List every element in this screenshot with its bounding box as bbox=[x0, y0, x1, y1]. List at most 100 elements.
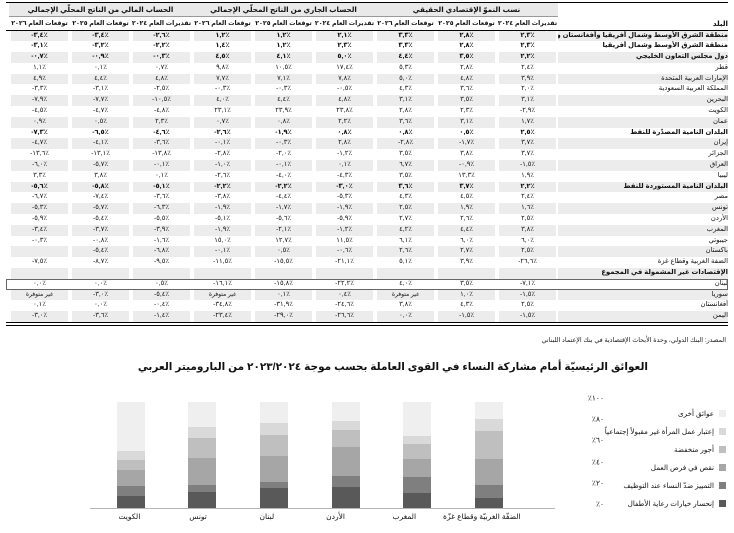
value-cell: -٢,٦٪ bbox=[131, 30, 192, 42]
y-axis-tick: ٨٠٪ bbox=[591, 414, 604, 424]
value-cell: ١١,٥٪ bbox=[336, 236, 353, 244]
bar-segment bbox=[331, 429, 360, 447]
value-cell: -٥,٣٪ bbox=[336, 193, 353, 201]
value-cell: ١,٢٪ bbox=[253, 30, 314, 42]
country-column-header: البلد bbox=[712, 19, 728, 29]
value-cell: -٤,٨٪ bbox=[153, 107, 170, 115]
legend-color-chip bbox=[719, 481, 726, 489]
table-row: ليبيا ١,٩٪ ١٣,٣٪ ٣,٥٪ -٤,٣٪ -٤,٠٪ -٢,٦٪ ٠,١٪ ٣,٨… bbox=[6, 171, 728, 182]
value-cell: ١٠,٥٪ bbox=[275, 63, 292, 71]
stacked-bar bbox=[188, 402, 217, 508]
value-cell: -٢,٦٪ bbox=[214, 128, 231, 136]
value-cell: ٢,٨٪ bbox=[436, 30, 497, 42]
value-cell bbox=[9, 268, 70, 279]
value-cell: ٠,٠٪ bbox=[94, 279, 107, 287]
value-cell: -٣٤,٨٪ bbox=[213, 301, 232, 309]
value-cell: -١,٥٪ bbox=[497, 160, 558, 171]
value-cell: ٠,٥٪ bbox=[253, 246, 314, 258]
value-cell: -٢,٩٪ bbox=[519, 107, 536, 115]
table-row: سوريا -١,٥٪ ١,٠٪ غير متوفرة ٠,٤٪ ٠,١٪ غير متوف… bbox=[6, 289, 728, 301]
table-row: الضفة الغربية وقطاع غزة -٢٦,٦٪ ٣,٩٪ ٥,١٪ -٢١… bbox=[6, 257, 728, 268]
country-name: ليبيا bbox=[717, 171, 728, 179]
legend-label: نقص في فرص العمل bbox=[650, 462, 714, 472]
value-cell: ٣,٥٪ bbox=[399, 171, 412, 179]
bar-segment bbox=[260, 434, 289, 457]
value-cell: ٣,٥٪ bbox=[460, 279, 473, 287]
bar-segment bbox=[331, 402, 360, 422]
stacked-bar bbox=[116, 402, 145, 508]
value-cell: -٣,٠٪ bbox=[9, 311, 70, 323]
value-cell: -١١,٥٪ bbox=[213, 258, 232, 266]
value-cell: ٤,٥٪ bbox=[460, 193, 473, 201]
value-cell: -٥,٣٪ bbox=[9, 203, 70, 215]
table-row: الأردن ٢,٥٪ ٢,٦٪ ٢,٧٪ -٥,٩٪ -٥,٦٪ -٥,١٪ -٥,٥٪ -٥… bbox=[6, 214, 728, 225]
legend-color-chip bbox=[719, 463, 726, 471]
value-cell: -١,٠٪ bbox=[192, 160, 253, 171]
table-row: منطقة الشرق الأوسط وشمال أفريقيا وأفغانس… bbox=[6, 30, 728, 42]
value-cell: -٣,٦٪ bbox=[70, 311, 131, 323]
value-cell: -٢,٠٪ bbox=[275, 150, 292, 158]
table-row: اليمن -١,٥٪ -١,٥٪ ٠,٠٪ -٢٦,٦٪ -٢٩,٠٪ -٢٣,٤٪ -١,… bbox=[6, 311, 728, 323]
value-cell: ٢,٠٪ bbox=[521, 85, 534, 93]
value-cell bbox=[314, 268, 375, 279]
table-bottom-border-2 bbox=[6, 323, 728, 327]
country-name: لبنان bbox=[714, 279, 728, 287]
table-row: مصر ٢,٤٪ ٤,٥٪ ٤,٣٪ -٥,٣٪ -٤,٤٪ -٣,٨٪ -٣,٦٪ -٧,٤٪… bbox=[6, 192, 728, 203]
table-row: إيران ٣,٧٪ -١,٧٪ -٢,٨٪ ٢,٨٪ -٠,٣٪ -٠,١٪ -٣,٦٪ -٤… bbox=[6, 138, 728, 150]
value-cell: ٢,٦٪ bbox=[460, 215, 473, 223]
value-cell: -١,٩٪ bbox=[192, 203, 253, 215]
legend-color-chip bbox=[719, 427, 726, 435]
value-cell: ٣,٣٪ bbox=[398, 42, 413, 50]
value-cell bbox=[436, 268, 497, 279]
value-cell: ٢,٥٪ bbox=[521, 301, 534, 309]
y-axis-tick: ٢٠٪ bbox=[591, 478, 604, 488]
value-cell: ٢,٨٪ bbox=[399, 107, 412, 115]
value-cell: ٥,١٪ bbox=[399, 258, 412, 266]
legend-item: التمييز ضدّ النساء عند التوظيف bbox=[566, 476, 726, 494]
table-row: الكويت -٢,٩٪ ٢,٣٪ ٢,٨٪ ٢٣,٨٪ ٢٣,٩٪ ٢٣,١٪ -٤,٨٪ -… bbox=[6, 106, 728, 117]
country-name: إيران bbox=[558, 138, 728, 150]
value-cell: ٠,٥٪ bbox=[155, 279, 168, 287]
year-column-header: تقديرات العام ٢٠٢٤ bbox=[314, 20, 375, 28]
value-cell: -٢٢,٢٪ bbox=[335, 279, 354, 287]
value-cell: ٣,٣٪ bbox=[33, 171, 46, 179]
country-name: البلدان النامية المستوردة للنفط bbox=[558, 181, 728, 193]
value-cell: ٣,٣٪ bbox=[375, 30, 436, 42]
value-cell: ٤,٥٪ bbox=[192, 52, 253, 63]
legend-item: أجور منخفضة bbox=[566, 440, 726, 458]
value-cell: -٠,٩٪ bbox=[436, 160, 497, 171]
value-cell: ١٢,٧٪ bbox=[275, 236, 292, 244]
value-cell: -٨,٧٪ bbox=[92, 258, 109, 266]
value-cell: -٥,١٪ bbox=[131, 181, 192, 193]
value-cell: ١,٩٪ bbox=[521, 171, 534, 179]
value-cell: -٥,٤٪ bbox=[131, 289, 192, 301]
value-cell: -٠,٦٪ bbox=[314, 246, 375, 258]
bar-segment bbox=[260, 481, 289, 488]
value-cell: ٣,٦٪ bbox=[375, 181, 436, 193]
stacked-bar bbox=[260, 402, 289, 508]
value-cell: -١٠,٥٪ bbox=[131, 95, 192, 107]
bar-segment bbox=[116, 496, 145, 508]
value-cell: -٠,١٪ bbox=[131, 160, 192, 171]
legend-color-chip bbox=[719, 409, 726, 417]
value-cell: ٢,٣٪ bbox=[460, 107, 473, 115]
value-cell: -٣,٠٪ bbox=[314, 181, 375, 193]
value-cell: ٤,٠٪ bbox=[399, 279, 412, 287]
bar-segment bbox=[188, 492, 217, 508]
value-cell: ٤,٤٪ bbox=[436, 224, 497, 236]
value-cell: -٣,٧٪ bbox=[70, 224, 131, 236]
bar-segment bbox=[116, 469, 145, 486]
block-title-growth: نسب النموّ الإقتصادي الحقيقي bbox=[375, 3, 558, 18]
bar-segment bbox=[475, 484, 504, 499]
source-note: المصدر: البنك الدولي، وحدة الأبحاث الإقت… bbox=[541, 337, 726, 344]
value-cell: -٠,١٪ bbox=[253, 160, 314, 171]
value-cell: -٥,٥٪ bbox=[153, 215, 170, 223]
value-cell: -٢,٥٪ bbox=[153, 85, 170, 93]
value-cell bbox=[497, 268, 558, 279]
bar-segment bbox=[188, 458, 217, 485]
bar-segment bbox=[403, 444, 432, 460]
country-name: المغرب bbox=[558, 224, 728, 236]
legend-label: عوائق أخرى bbox=[677, 408, 714, 418]
value-cell: -٠,٤٪ bbox=[153, 301, 170, 309]
value-cell: -٢,٢٪ bbox=[192, 181, 253, 193]
